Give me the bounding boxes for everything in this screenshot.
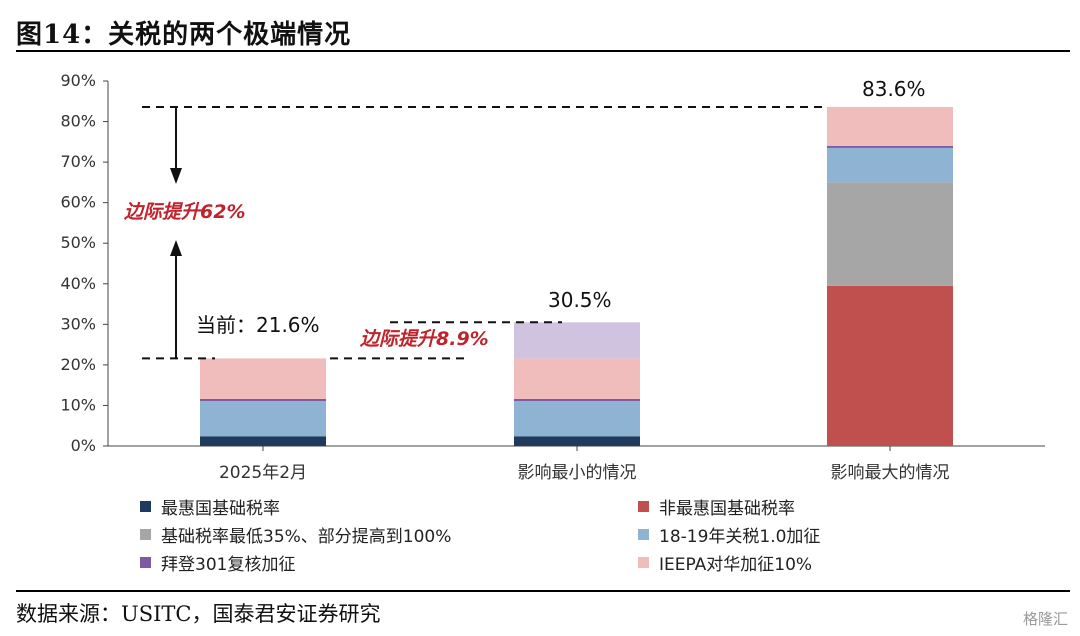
y-tick-label: 30% (60, 314, 96, 333)
title-divider (16, 50, 1070, 52)
legend-label: 18-19年关税1.0加征 (659, 527, 821, 547)
min-total-label: 30.5% (548, 288, 612, 312)
max-total-label: 83.6% (862, 77, 926, 101)
legend-label: 拜登301复核加征 (161, 555, 296, 575)
y-tick-label: 70% (60, 152, 96, 171)
bar-segment (514, 322, 640, 359)
source-note: 数据来源：USITC，国泰君安证券研究 (16, 602, 381, 626)
bar-segment (514, 436, 640, 446)
bar-segment (514, 400, 640, 437)
bar-segment (514, 398, 640, 401)
legend-label: 非最惠国基础税率 (659, 499, 795, 519)
up-arrow-head (170, 240, 182, 256)
stacked-bar-chart: 0% 10% 20% 30% 40% 50% 60% 70% 80% 90% 2025年2月 影响最小… (60, 71, 1045, 483)
legend-label: IEEPA对华加征10% (659, 555, 813, 575)
legend-swatch (638, 501, 649, 512)
y-tick-label: 50% (60, 233, 96, 252)
bar-segment (200, 436, 326, 446)
chart-bars (200, 106, 953, 446)
bar-segment (827, 106, 953, 146)
bar-segment (200, 358, 326, 399)
current-value-label: 当前：21.6% (196, 313, 320, 337)
legend-label: 基础税率最低35%、部分提高到100% (161, 527, 452, 547)
x-tick-label: 2025年2月 (219, 463, 307, 483)
legend-item: IEEPA对华加征10% (638, 550, 812, 575)
legend-item: 非最惠国基础税率 (638, 494, 795, 519)
legend-item: 最惠国基础税率 (140, 494, 280, 519)
legend-item: 基础税率最低35%、部分提高到100% (140, 522, 451, 547)
marginal-increase-62-label: 边际提升62% (123, 201, 245, 223)
bar-segment (200, 398, 326, 401)
x-tick-label: 影响最大的情况 (831, 463, 950, 483)
y-tick-label: 0% (71, 436, 96, 455)
y-tick-label: 20% (60, 355, 96, 374)
legend-swatch (638, 529, 649, 540)
y-tick-label: 90% (60, 71, 96, 90)
bar-segment (827, 145, 953, 148)
legend-swatch (140, 529, 151, 540)
legend-swatch (140, 557, 151, 568)
page-title: 图14：关税的两个极端情况 (16, 20, 352, 50)
down-arrow-head (170, 168, 182, 184)
y-tick-label: 10% (60, 395, 96, 414)
bar-segment (514, 358, 640, 399)
y-tick-label: 60% (60, 193, 96, 212)
legend-swatch (140, 501, 151, 512)
legend-item: 18-19年关税1.0加征 (638, 522, 820, 547)
y-tick-label: 40% (60, 274, 96, 293)
marginal-increase-8-9-label: 边际提升8.9% (359, 328, 489, 350)
y-tick-label: 80% (60, 112, 96, 131)
bar-segment (827, 182, 953, 286)
footer-divider (16, 590, 1070, 592)
chart-guides (142, 105, 827, 360)
bar-segment (827, 285, 953, 446)
x-tick-label: 影响最小的情况 (518, 463, 637, 483)
legend-item: 拜登301复核加征 (140, 550, 295, 575)
watermark-logo: 格隆汇 (1022, 610, 1068, 628)
legend-swatch (638, 557, 649, 568)
bar-segment (827, 147, 953, 183)
bar-segment (200, 400, 326, 437)
legend-label: 最惠国基础税率 (161, 499, 280, 519)
